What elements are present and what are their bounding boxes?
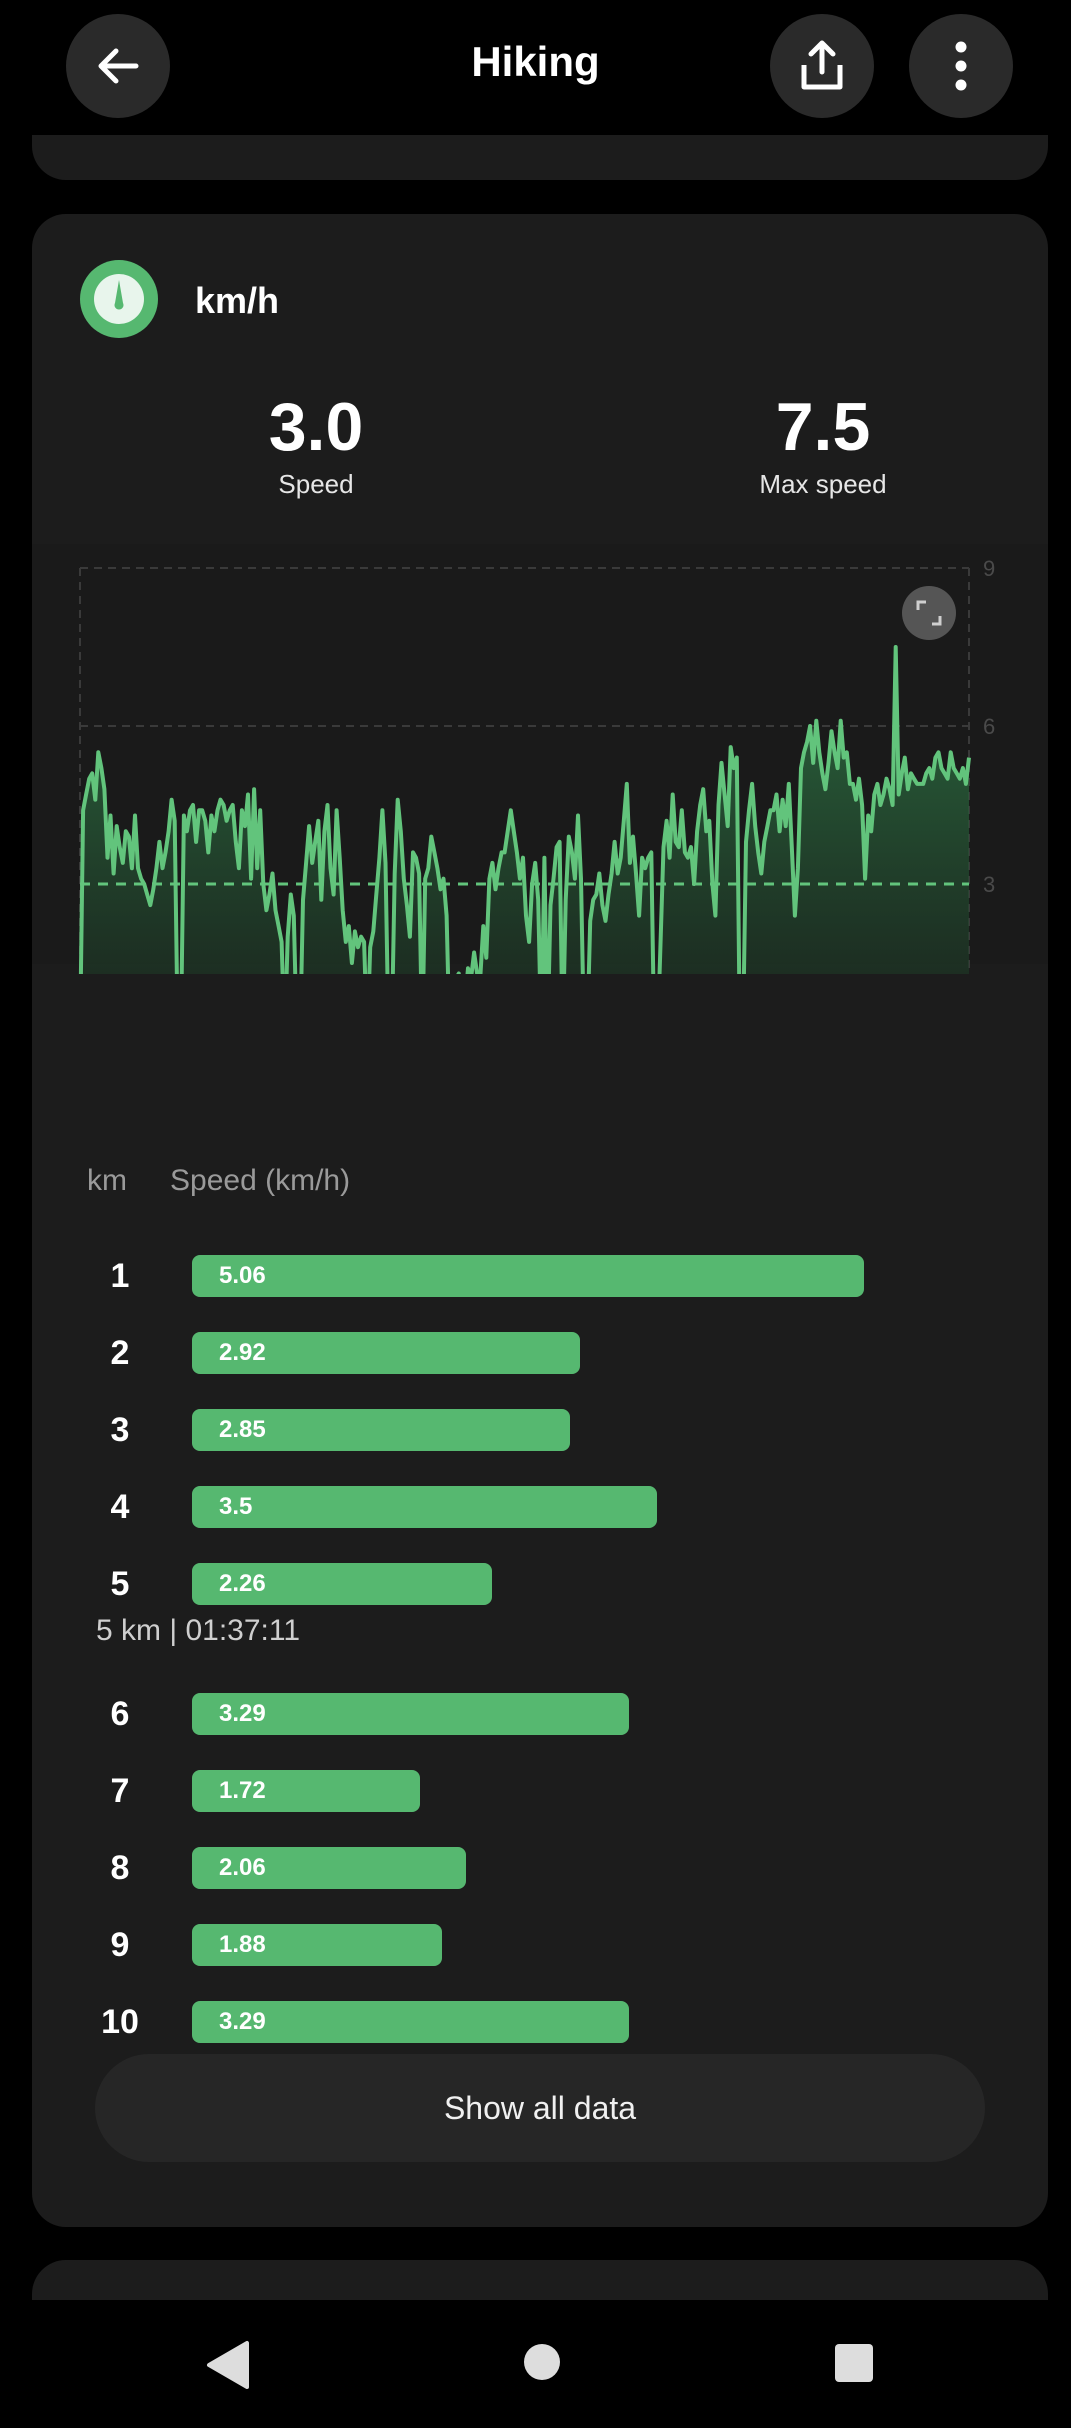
split-km-label: 5	[110, 1565, 130, 1603]
nav-home-icon[interactable]	[522, 2342, 562, 2382]
show-all-data-button[interactable]: Show all data	[95, 2054, 985, 2162]
nav-recents-icon[interactable]	[834, 2343, 874, 2383]
km-column-header: km	[87, 1164, 127, 1197]
split-km-label: 6	[110, 1695, 130, 1733]
split-km-label: 8	[110, 1849, 130, 1887]
split-speed-value: 1.72	[219, 1777, 266, 1804]
max-speed-stat: 7.5 Max speed	[693, 389, 953, 500]
speed-chart: 9630 00:00:0001:57:1803:54:3605:51:54	[78, 556, 995, 974]
split-speed-value: 2.06	[219, 1854, 266, 1881]
split-speed-value: 1.88	[219, 1931, 266, 1958]
split-speed-bar: 5.06	[192, 1255, 864, 1297]
split-km-label: 1	[110, 1257, 130, 1295]
avg-speed-label: Speed	[278, 469, 354, 499]
y-tick-label: 9	[983, 556, 995, 581]
back-button[interactable]	[66, 14, 170, 118]
speed-area	[80, 647, 969, 974]
speed-line	[78, 645, 971, 974]
split-speed-bar: 3.29	[192, 2001, 629, 2043]
split-speed-bar: 2.92	[192, 1332, 580, 1374]
next-card	[32, 2260, 1048, 2300]
y-tick-label: 6	[983, 714, 995, 739]
y-tick-label: 3	[983, 872, 995, 897]
expand-icon	[916, 600, 942, 626]
max-speed-label: Max speed	[759, 469, 887, 499]
split-speed-bar: 2.06	[192, 1847, 466, 1889]
split-speed-bar: 2.85	[192, 1409, 570, 1451]
speed-unit-label: km/h	[195, 280, 280, 321]
split-km-label: 4	[110, 1488, 130, 1526]
split-km-label: 10	[101, 2003, 139, 2041]
split-km-label: 9	[110, 1926, 130, 1964]
split-speed-value: 3.5	[219, 1493, 253, 1520]
system-nav-bar	[0, 2300, 1071, 2428]
split-summary: 5 km | 01:37:11	[96, 1614, 301, 1647]
max-speed-value: 7.5	[775, 389, 871, 465]
arrow-left-icon	[98, 48, 139, 84]
split-speed-value: 2.85	[219, 1416, 266, 1443]
page-title: Hiking	[471, 38, 600, 85]
split-speed-value: 2.92	[219, 1339, 266, 1366]
split-speed-value: 2.26	[219, 1570, 266, 1597]
split-km-label: 3	[110, 1411, 130, 1449]
split-speed-bar: 3.5	[192, 1486, 657, 1528]
split-km-label: 2	[110, 1334, 130, 1372]
avg-speed-stat: 3.0 Speed	[186, 389, 446, 500]
nav-back-icon[interactable]	[205, 2340, 251, 2390]
split-speed-bar: 1.72	[192, 1770, 420, 1812]
more-vertical-icon	[955, 41, 967, 91]
split-km-label: 7	[110, 1772, 130, 1810]
share-icon	[801, 40, 843, 90]
avg-speed-value: 3.0	[268, 389, 364, 465]
split-speed-value: 5.06	[219, 1262, 266, 1289]
share-button[interactable]	[770, 14, 874, 118]
speedometer-icon	[80, 260, 158, 338]
split-speed-value: 3.29	[219, 2008, 266, 2035]
speed-column-header: Speed (km/h)	[170, 1164, 351, 1197]
split-speed-bar: 2.26	[192, 1563, 492, 1605]
expand-chart-button[interactable]	[902, 586, 956, 640]
speed-card: km/h 3.0 Speed 7.5 Max speed 9630 00:00:…	[32, 214, 1048, 2227]
top-bar: Hiking	[0, 0, 1071, 135]
split-speed-bar: 3.29	[192, 1693, 629, 1735]
split-speed-bar: 1.88	[192, 1924, 442, 1966]
more-button[interactable]	[909, 14, 1013, 118]
split-speed-value: 3.29	[219, 1700, 266, 1727]
